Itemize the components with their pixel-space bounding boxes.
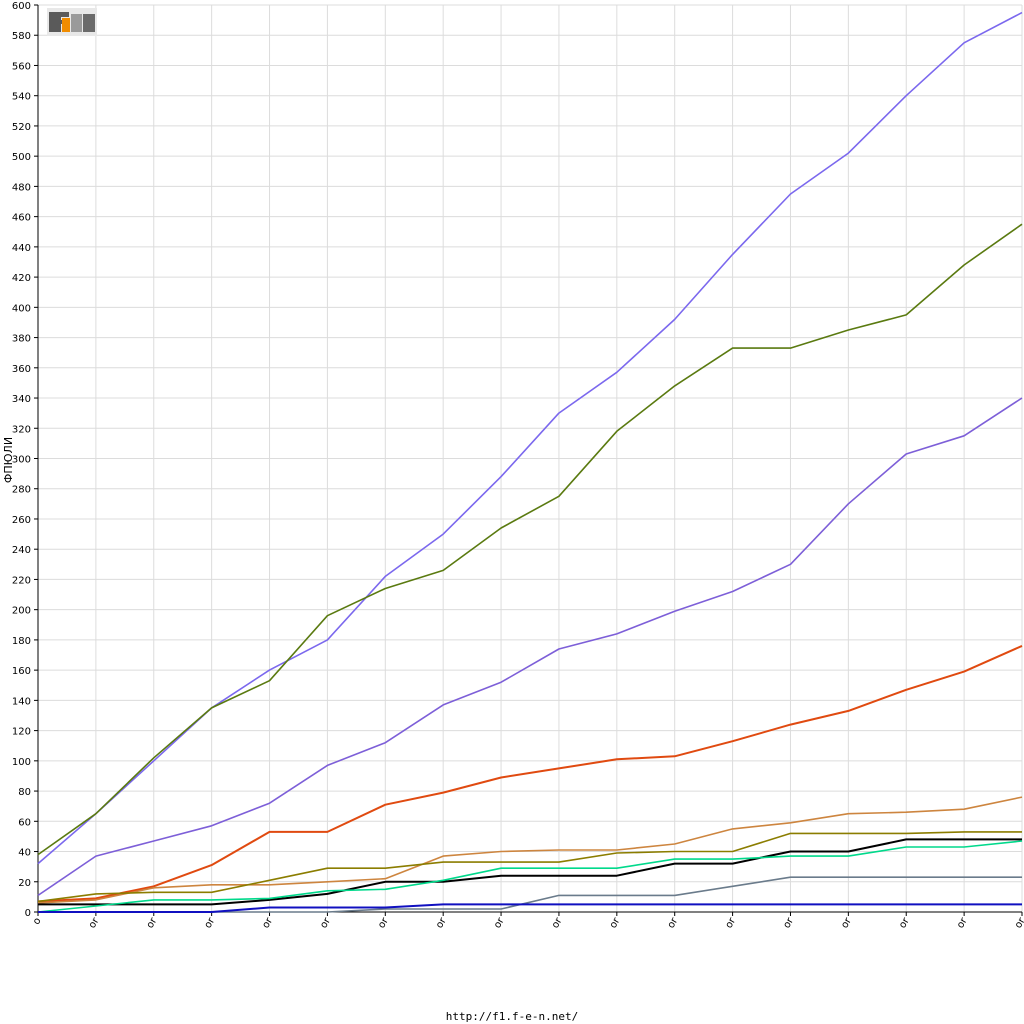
series-line-3: [37, 397, 1023, 897]
y-tick-label: 140: [12, 696, 31, 707]
y-tick-label: 340: [12, 394, 31, 405]
y-tick-label: 260: [12, 515, 31, 526]
y-tick-label: 540: [12, 92, 31, 103]
x-tick-label: or: [260, 915, 275, 930]
x-tick-label: or: [203, 915, 218, 930]
y-tick-label: 500: [12, 152, 31, 163]
y-tick-label: 280: [12, 485, 31, 496]
x-tick-label: or: [492, 915, 507, 930]
y-tick-label: 20: [18, 878, 31, 889]
y-tick-label: 520: [12, 122, 31, 133]
x-tick-label: o: [31, 916, 44, 927]
f1en-logo: [47, 8, 97, 36]
x-tick-label: or: [897, 915, 912, 930]
x-tick-label: or: [666, 915, 681, 930]
y-tick-label: 120: [12, 727, 31, 738]
y-tick-label: 40: [18, 848, 31, 859]
y-tick-label: 380: [12, 334, 31, 345]
y-tick-label: 580: [12, 31, 31, 42]
x-tick-label: or: [839, 915, 854, 930]
y-tick-label: 560: [12, 61, 31, 72]
source-url: http://f1.f-e-n.net/: [445, 1010, 579, 1023]
y-tick-label: 200: [12, 606, 31, 617]
series-line-4: [37, 644, 1023, 903]
y-tick-label: 180: [12, 636, 31, 647]
series-line-2: [37, 223, 1023, 856]
y-tick-label: 400: [12, 303, 31, 314]
series-line-10: [38, 903, 1022, 913]
grid-lines: [37, 4, 1023, 913]
y-tick-label: 460: [12, 213, 31, 224]
series-lines: [37, 11, 1023, 913]
y-tick-label: 480: [12, 182, 31, 193]
y-tick-label: 300: [12, 455, 31, 466]
x-tick-label: or: [318, 915, 333, 930]
y-tick-label: 240: [12, 545, 31, 556]
series-line-6: [37, 831, 1022, 903]
x-tick-label: or: [608, 915, 623, 930]
series-line-7: [38, 838, 1022, 906]
series-line-5: [37, 796, 1023, 904]
x-axis-ticks: o or or or or or or or or or or or or or or or or or: [31, 912, 1024, 930]
y-tick-label: 600: [12, 1, 31, 12]
y-axis-label: ФПЮЛИ: [2, 437, 15, 483]
x-tick-label: or: [434, 915, 449, 930]
series-line-1: [37, 11, 1023, 865]
x-tick-label: or: [376, 915, 391, 930]
y-axis-ticks: 0 20 40 60 80 100 120 140 160 180 200 220 240 260 280 3…: [12, 1, 38, 919]
y-tick-label: 360: [12, 364, 31, 375]
x-tick-label: or: [1013, 915, 1024, 930]
y-tick-label: 440: [12, 243, 31, 254]
x-tick-label: or: [145, 915, 160, 930]
x-tick-label: or: [724, 915, 739, 930]
y-tick-label: 160: [12, 666, 31, 677]
series-line-8: [37, 840, 1023, 913]
y-tick-label: 60: [18, 817, 31, 828]
y-tick-label: 0: [25, 908, 31, 919]
x-tick-label: or: [550, 915, 565, 930]
x-tick-label: or: [781, 915, 796, 930]
y-tick-label: 80: [18, 787, 31, 798]
y-tick-label: 420: [12, 273, 31, 284]
series-line-9: [38, 876, 1022, 913]
y-tick-label: 220: [12, 575, 31, 586]
x-tick-label: or: [87, 915, 102, 930]
y-tick-label: 100: [12, 757, 31, 768]
y-tick-label: 320: [12, 424, 31, 435]
x-tick-label: or: [955, 915, 970, 930]
